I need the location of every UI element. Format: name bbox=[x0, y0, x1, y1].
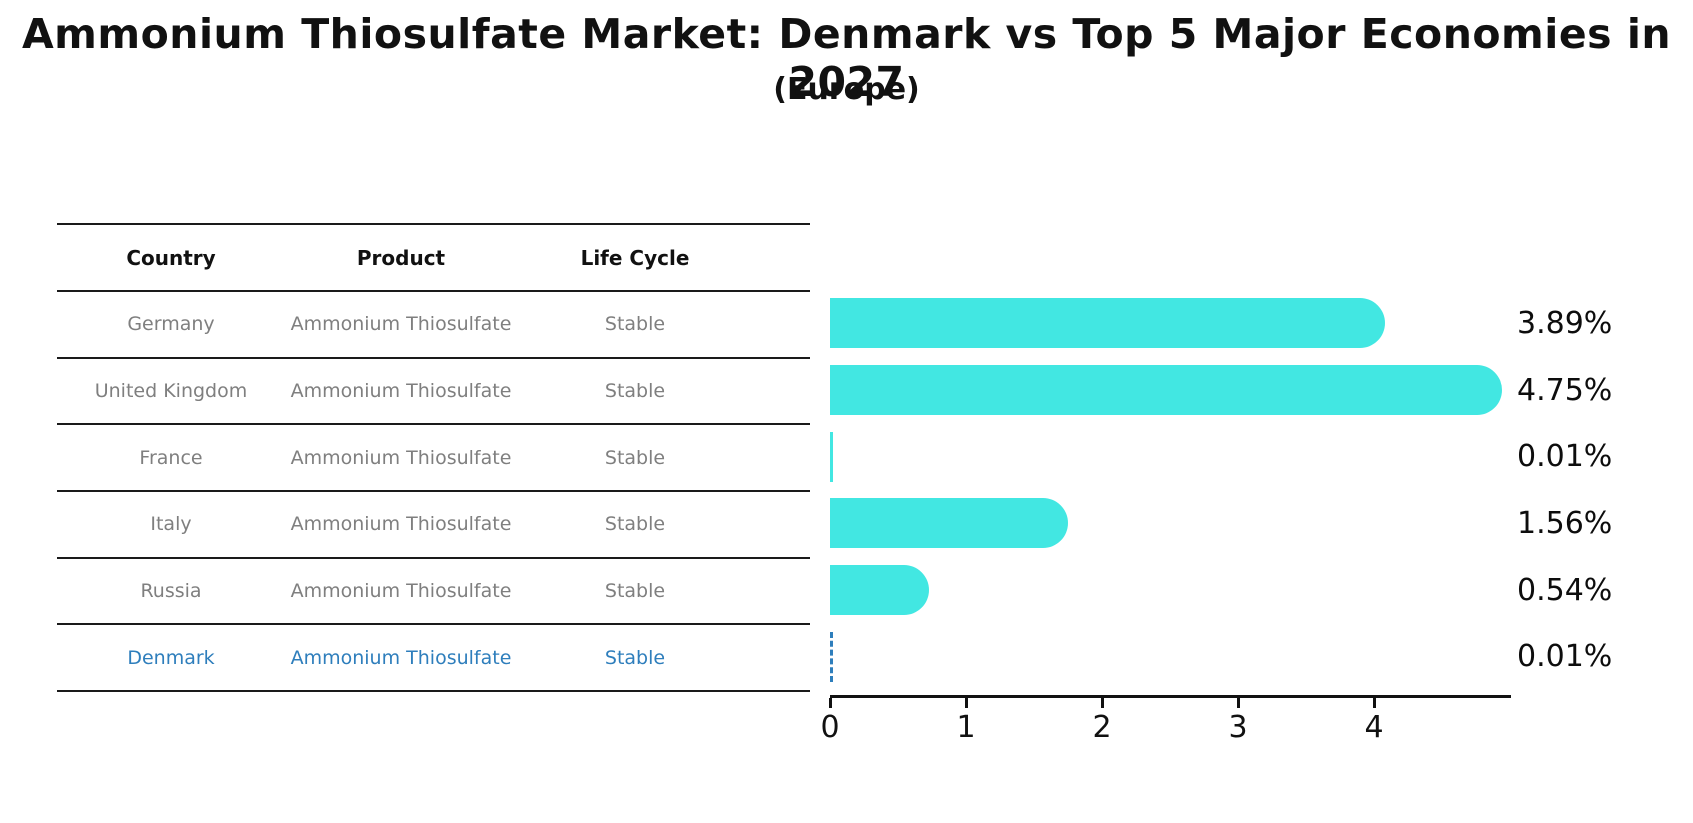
table-header-row: Country Product Life Cycle bbox=[57, 225, 810, 292]
cell-country: Italy bbox=[150, 513, 192, 536]
value-label-denmark: 0.01% bbox=[1517, 639, 1613, 675]
cell-life-cycle: Stable bbox=[604, 313, 666, 336]
table-row: Russia Ammonium Thiosulfate Stable bbox=[57, 559, 810, 626]
x-tick-mark-0 bbox=[829, 698, 832, 708]
cell-country: United Kingdom bbox=[94, 380, 248, 403]
table-header-product: Product bbox=[356, 245, 446, 270]
value-label-france: 0.01% bbox=[1517, 439, 1613, 475]
table-row: United Kingdom Ammonium Thiosulfate Stab… bbox=[57, 359, 810, 426]
cell-life-cycle: Stable bbox=[604, 446, 666, 469]
chart-title: Ammonium Thiosulfate Market: Denmark vs … bbox=[21, 10, 1672, 106]
table-header-life-cycle: Life Cycle bbox=[580, 245, 690, 270]
cell-product: Ammonium Thiosulfate bbox=[290, 313, 512, 336]
bar-russia bbox=[830, 565, 930, 616]
value-label-united-kingdom: 4.75% bbox=[1517, 372, 1613, 408]
table-row: Denmark Ammonium Thiosulfate Stable bbox=[57, 625, 810, 693]
bar-united-kingdom bbox=[830, 365, 1502, 415]
x-tick-mark-3 bbox=[1237, 698, 1240, 708]
table-header-country: Country bbox=[126, 245, 216, 270]
cell-life-cycle: Stable bbox=[604, 646, 666, 669]
x-tick-mark-4 bbox=[1373, 698, 1376, 708]
table-body: Germany Ammonium Thiosulfate Stable Unit… bbox=[57, 292, 810, 693]
x-tick-label-3: 3 bbox=[1228, 710, 1248, 745]
cell-country: France bbox=[139, 446, 203, 469]
cell-country: Denmark bbox=[127, 646, 215, 669]
bar-france bbox=[830, 431, 833, 482]
bar-germany bbox=[830, 298, 1386, 349]
cell-country: Germany bbox=[127, 313, 215, 336]
x-tick-label-4: 4 bbox=[1364, 710, 1384, 745]
cell-product: Ammonium Thiosulfate bbox=[290, 513, 512, 536]
bar-denmark bbox=[830, 631, 833, 682]
cell-product: Ammonium Thiosulfate bbox=[290, 446, 512, 469]
table-row: Germany Ammonium Thiosulfate Stable bbox=[57, 292, 810, 359]
x-tick-label-0: 0 bbox=[820, 710, 840, 745]
x-tick-label-1: 1 bbox=[956, 710, 976, 745]
chart-subtitle: (Europe) bbox=[773, 72, 920, 107]
value-label-germany: 3.89% bbox=[1517, 305, 1613, 341]
value-label-russia: 0.54% bbox=[1517, 572, 1613, 608]
x-axis bbox=[830, 695, 1511, 698]
cell-life-cycle: Stable bbox=[604, 513, 666, 536]
bar-italy bbox=[830, 498, 1069, 549]
table-row: Italy Ammonium Thiosulfate Stable bbox=[57, 492, 810, 559]
cell-product: Ammonium Thiosulfate bbox=[290, 580, 512, 603]
cell-product: Ammonium Thiosulfate bbox=[290, 646, 512, 669]
cell-country: Russia bbox=[140, 580, 202, 603]
x-tick-mark-2 bbox=[1101, 698, 1104, 708]
x-tick-mark-1 bbox=[965, 698, 968, 708]
value-label-italy: 1.56% bbox=[1517, 505, 1613, 541]
cell-product: Ammonium Thiosulfate bbox=[290, 380, 512, 403]
market-table: Country Product Life Cycle Germany Ammon… bbox=[57, 223, 810, 693]
table-row: France Ammonium Thiosulfate Stable bbox=[57, 425, 810, 493]
x-tick-label-2: 2 bbox=[1092, 710, 1112, 745]
cell-life-cycle: Stable bbox=[604, 580, 666, 603]
cell-life-cycle: Stable bbox=[604, 380, 666, 403]
